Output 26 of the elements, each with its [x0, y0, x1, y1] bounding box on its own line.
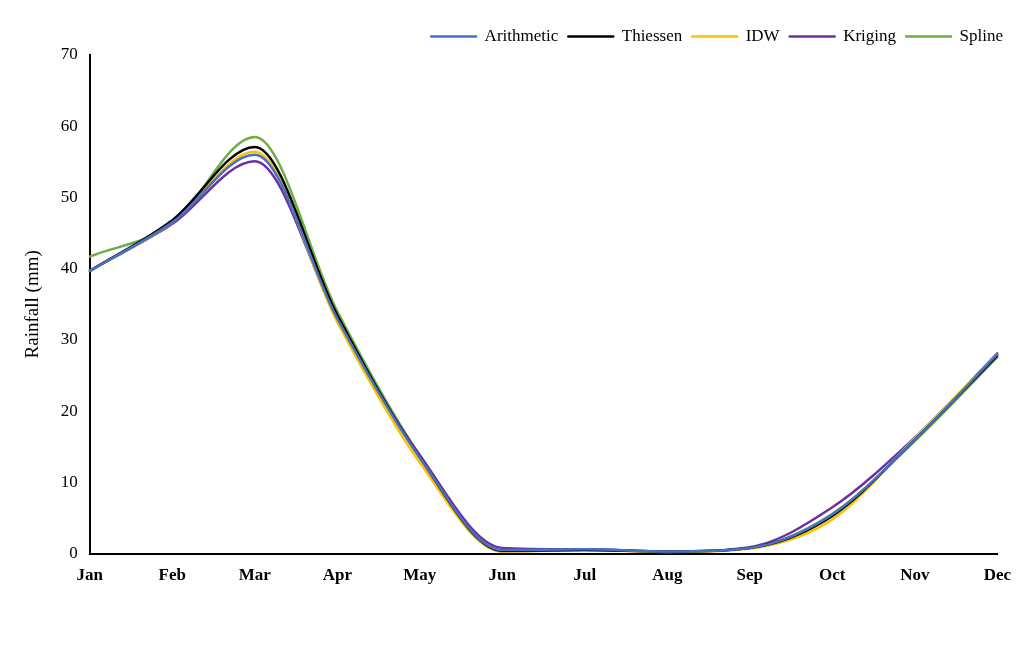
x-tick-label: Dec — [983, 565, 1012, 585]
x-tick-label: Oct — [819, 565, 846, 585]
y-tick-label: 0 — [69, 543, 78, 563]
y-tick-label: 40 — [60, 258, 78, 278]
x-tick-label: Aug — [652, 565, 683, 585]
x-tick-label: Jan — [76, 565, 104, 585]
y-tick-label: 60 — [60, 115, 78, 135]
x-tick-label: Nov — [900, 565, 930, 585]
legend-label: Kriging — [843, 25, 897, 45]
legend-label: IDW — [745, 25, 781, 45]
x-tick-label: Mar — [238, 565, 272, 585]
x-tick-label: Jun — [488, 565, 517, 585]
y-tick-label: 10 — [60, 471, 78, 491]
x-tick-label: Jul — [573, 565, 597, 585]
legend-label: Thiessen — [621, 25, 683, 45]
x-tick-label: Feb — [158, 565, 186, 585]
x-tick-label: May — [403, 565, 437, 585]
legend-label: Arithmetic — [484, 25, 559, 45]
y-tick-label: 50 — [60, 186, 78, 206]
y-tick-label: 20 — [60, 400, 78, 420]
y-axis-title: Rainfall (mm) — [21, 250, 44, 359]
x-tick-label: Apr — [322, 565, 353, 585]
x-tick-label: Sep — [736, 565, 764, 585]
legend-label: Spline — [959, 25, 1004, 45]
y-tick-label: 70 — [60, 44, 78, 64]
y-tick-label: 30 — [60, 329, 78, 349]
